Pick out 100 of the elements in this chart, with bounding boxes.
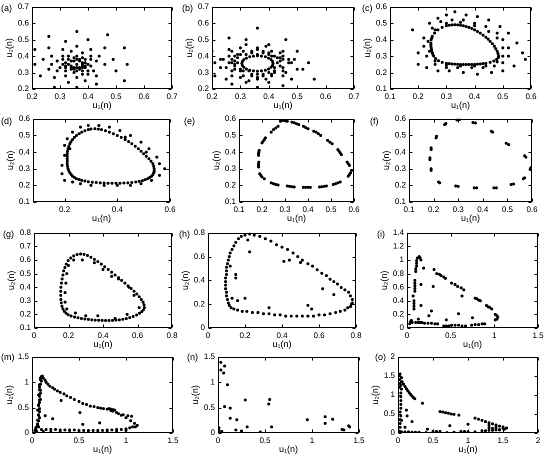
y-axis-title: u₂(n) [210,150,221,170]
y-axis-title: u₂(n) [378,270,389,290]
y-tick-label: 0.4 [198,51,210,60]
y-tick-label: 0.4 [194,276,206,285]
x-tick-label: 0.3 [234,92,247,102]
chart-title: (i) [377,229,385,239]
x-tick-label: 1 [124,436,129,446]
x-tick-label: 0.5 [427,436,440,446]
y-axis-title: u₂(n) [184,38,194,58]
chart-title: (m) [1,352,14,362]
y-tick-label: 0.2 [20,310,32,319]
y-axis-title: u₂(n) [190,385,200,405]
y-tick-label: 0.4 [394,147,407,156]
chart-title: (h) [179,229,190,239]
y-tick-label: 0.7 [18,2,30,12]
x-tick-label: 1.5 [532,331,544,340]
y-tick-label: 0.2 [198,84,210,94]
x-tick-label: 0.7 [166,92,178,102]
x-tick-label: 0.8 [350,331,362,340]
chart-title: (c) [362,3,372,13]
y-tick-label: 0.5 [20,268,32,278]
y-tick-label: 0.5 [198,34,210,44]
y-axis-title: u₂(n) [370,385,380,405]
y-tick-label: 0.6 [376,2,388,12]
x-tick-label: 0.4 [276,331,288,340]
x-tick-label: 1 [310,436,315,446]
y-tick-label: 0.3 [198,68,210,77]
y-tick-label: 0.2 [18,180,31,190]
chart-title: (b) [182,3,193,13]
y-tick-label: 0.6 [18,114,31,124]
x-tick-label: 0.3 [452,205,464,214]
y-tick-label: 0.1 [394,197,407,206]
y-tick-label: 0.4 [20,282,32,292]
x-tick-label: 1 [466,436,471,446]
y-tick-label: 0.8 [20,228,32,238]
x-tick-label: 0.1 [233,205,246,214]
x-tick-label: 0.4 [477,205,489,214]
y-tick-label: 0.2 [194,299,206,308]
x-tick-label: 0.5 [497,92,509,102]
x-tick-label: 0.6 [348,205,360,214]
y-tick-label: 0.6 [198,18,210,28]
y-tick-label: 0.5 [18,34,30,44]
y-tick-label: 1 [400,255,405,264]
x-tick-label: 0.3 [279,205,292,214]
x-axis-title: u₁(n) [273,100,293,110]
y-tick-label: 0.4 [18,147,31,156]
chart-title: (n) [187,352,198,362]
x-tick-label: 1.5 [353,436,366,446]
x-tick-label: 0.6 [164,205,176,214]
y-tick-label: 1.5 [18,352,30,362]
x-tick-label: 0.3 [440,92,453,102]
x-axis-title: u₁(n) [278,444,298,454]
x-axis-title: u₁(n) [92,100,112,110]
y-tick-label: 0 [24,428,30,438]
x-axis-title: u₁(n) [286,213,306,224]
x-tick-label: 0.5 [292,92,304,102]
x-tick-label: 0.4 [97,331,110,340]
y-tick-label: 0.5 [376,18,388,28]
x-tick-label: 1.5 [167,436,180,446]
x-axis-title: u₁(n) [458,444,478,454]
y-tick-label: 0.6 [392,282,405,292]
x-tick-label: 0.4 [302,205,314,214]
y-tick-label: 0.2 [392,310,405,319]
chart-title: (d) [1,116,12,126]
x-tick-label: 0.6 [320,92,332,102]
x-tick-label: 0.2 [239,331,252,340]
y-tick-label: 1.4 [392,228,405,238]
x-tick-label: 0.5 [445,331,457,340]
x-axis-title: u₁(n) [460,213,480,224]
x-tick-label: 1 [492,331,498,340]
x-tick-label: 2 [536,436,541,446]
y-tick-label: 0.6 [18,18,30,28]
x-tick-label: 0.7 [348,92,360,102]
y-axis-title: u₂(n) [4,385,14,405]
y-tick-label: 0.3 [224,164,237,173]
y-tick-label: 0.3 [376,51,388,60]
y-tick-label: 0.5 [394,130,407,140]
y-axis-title: u₂(n) [362,38,372,58]
x-tick-label: 0.2 [412,92,424,102]
x-tick-label: 0.6 [313,331,326,340]
x-axis-title: u₁(n) [272,339,292,350]
x-tick-label: 0.6 [525,92,538,102]
x-tick-label: 0.5 [110,92,122,102]
x-tick-label: 0.3 [54,92,66,102]
x-axis-title: u₁(n) [93,339,113,350]
x-tick-label: 0.5 [259,436,272,446]
y-axis-title: u₂(n) [6,270,16,290]
x-tick-label: 0.4 [82,92,94,102]
x-tick-label: 0.4 [263,92,275,102]
y-tick-label: 0.4 [18,51,30,60]
x-tick-label: 0.2 [62,331,75,340]
y-tick-label: 0.2 [224,180,237,190]
y-tick-label: 0.1 [20,323,32,332]
x-axis-title: u₁(n) [450,100,470,110]
y-tick-label: 0.4 [392,296,405,306]
y-tick-label: 0.5 [384,409,396,418]
y-tick-label: 0.6 [20,255,32,264]
x-tick-label: 0.6 [132,331,144,340]
y-tick-label: 1.5 [384,371,396,380]
chart-title: (g) [3,229,14,239]
